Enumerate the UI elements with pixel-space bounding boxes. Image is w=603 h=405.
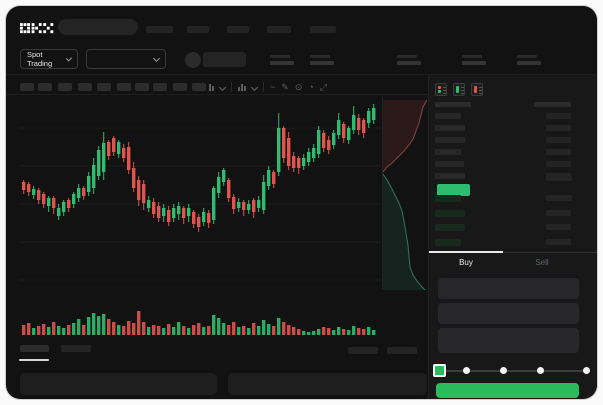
orderbook-amount-bar — [546, 149, 571, 155]
nav-item-placeholder[interactable] — [267, 26, 291, 33]
last-price-highlight[interactable] — [437, 184, 470, 196]
orderbook-col-header-amount — [534, 102, 571, 107]
active-tab-indicator — [429, 251, 503, 253]
market-type-dropdown[interactable]: Spot Trading — [20, 49, 78, 69]
orderbook-amount-bar — [546, 137, 571, 143]
orderbook-amount-bar — [546, 125, 571, 131]
candlestick-chart[interactable] — [20, 96, 380, 296]
ticker-stat — [462, 55, 486, 65]
timeframe-pill[interactable] — [192, 83, 206, 91]
camera-icon[interactable]: ⊙ — [294, 81, 303, 92]
market-type-label: Spot Trading — [27, 50, 53, 68]
timeframe-pill[interactable] — [117, 83, 131, 91]
timeframe-pill[interactable] — [135, 83, 149, 91]
chevron-down-icon[interactable] — [250, 83, 259, 91]
chart-range-pill[interactable] — [387, 347, 417, 354]
orders-active-underline — [19, 359, 49, 361]
amount-slider-track[interactable] — [439, 370, 588, 372]
divider — [231, 82, 232, 92]
buy-submit-button[interactable] — [436, 383, 579, 398]
ticker-stat — [270, 55, 294, 65]
orderbook-price-bar[interactable] — [435, 161, 464, 167]
orderbook-amount-bar — [546, 195, 572, 201]
orderbook-amount-bar — [546, 161, 571, 167]
volume-bars — [22, 311, 376, 335]
amount-slider-handle[interactable] — [433, 364, 446, 377]
orderbook-price-bar[interactable] — [435, 238, 461, 246]
header-divider — [6, 74, 597, 75]
orderbook-amount-bar — [546, 238, 571, 245]
orderbook-amount-bar — [546, 176, 572, 181]
tab-sell[interactable]: Sell — [535, 258, 549, 267]
nav-item-placeholder[interactable] — [227, 26, 249, 33]
timeframe-pill[interactable] — [97, 83, 111, 91]
orders-tab-active[interactable] — [20, 345, 49, 352]
nav-item-placeholder[interactable] — [146, 26, 173, 33]
timeframe-pill[interactable] — [38, 83, 52, 91]
timeframe-pill[interactable] — [153, 83, 167, 91]
header-action-button[interactable] — [203, 52, 246, 67]
orderbook-amount-bar — [546, 113, 571, 119]
draw-icon[interactable]: ✎ — [281, 81, 289, 92]
token-icon — [185, 52, 201, 68]
orderbook-price-bar[interactable] — [435, 224, 465, 231]
okx-logo[interactable] — [20, 21, 54, 39]
amount-input[interactable] — [438, 303, 579, 324]
toolbar-divider — [6, 94, 597, 95]
slider-step-dot[interactable] — [583, 367, 590, 374]
indicator-icon[interactable]: ~ — [270, 82, 276, 92]
orderbook-bids-icon[interactable] — [453, 83, 465, 96]
ticker-stat — [310, 55, 334, 65]
orderbook-amount-bar — [546, 224, 571, 230]
timeframe-pill[interactable] — [20, 83, 34, 91]
nav-item-placeholder[interactable] — [187, 26, 209, 33]
divider — [263, 82, 264, 92]
history-icon[interactable]: ◔ — [308, 82, 314, 92]
search-input[interactable] — [58, 19, 138, 35]
ticker-stat — [397, 55, 421, 65]
ticker-stat — [517, 55, 541, 65]
tab-buy[interactable]: Buy — [459, 258, 473, 267]
orders-tab[interactable] — [61, 345, 91, 352]
orderbook-amount-bar — [546, 209, 571, 216]
chart-tools: ~ ✎ ⊙ ◔ ⤢ — [202, 80, 327, 94]
orders-panel-placeholder — [228, 373, 427, 395]
orderbook-price-bar[interactable] — [435, 195, 461, 202]
depth-chart — [382, 97, 427, 290]
pair-dropdown[interactable] — [86, 49, 166, 69]
orderbook-price-bar[interactable] — [435, 209, 465, 217]
orderbook-asks-icon[interactable] — [471, 83, 483, 96]
orderbook-col-header-price — [435, 102, 471, 107]
timeframe-pill[interactable] — [78, 83, 92, 91]
slider-step-dot[interactable] — [537, 367, 544, 374]
tab-divider — [429, 252, 597, 253]
chevron-down-icon[interactable] — [218, 83, 227, 91]
slider-step-dot[interactable] — [500, 367, 507, 374]
chevron-down-icon — [65, 54, 73, 62]
candle-style-icon[interactable] — [209, 83, 214, 91]
fullscreen-icon[interactable]: ⤢ — [319, 81, 327, 92]
chart-type-icon[interactable] — [238, 83, 246, 91]
orderbook-price-bar[interactable] — [435, 113, 461, 119]
chart-range-pill[interactable] — [348, 347, 378, 354]
orderbook-both-icon[interactable] — [435, 83, 447, 96]
timeframe-pill[interactable] — [58, 83, 72, 91]
okx-logo-glyph — [20, 23, 54, 34]
orderbook-price-bar[interactable] — [435, 149, 461, 155]
orderbook-price-bar[interactable] — [435, 125, 465, 131]
timeframe-pill[interactable] — [173, 83, 187, 91]
slider-step-dot[interactable] — [463, 367, 470, 374]
orderbook-price-bar[interactable] — [435, 173, 465, 179]
orderbook-price-bar[interactable] — [435, 137, 465, 143]
chevron-down-icon — [152, 54, 161, 62]
orderbook-trade-panel: Buy Sell — [428, 75, 597, 399]
total-input[interactable] — [438, 328, 579, 353]
divider — [202, 82, 203, 92]
okx-trading-window: Spot Trading ~ ✎ ⊙ ◔ ⤢ — [6, 6, 597, 399]
price-input[interactable] — [438, 278, 579, 299]
nav-item-placeholder[interactable] — [310, 26, 336, 33]
orders-panel-placeholder — [20, 373, 217, 395]
